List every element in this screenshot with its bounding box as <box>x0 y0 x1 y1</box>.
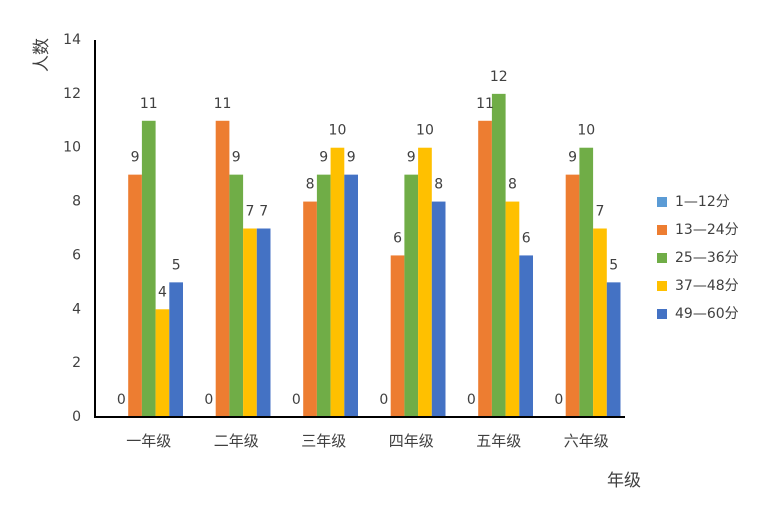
x-category-label: 二年级 <box>214 432 259 450</box>
bar-series-group <box>128 93 621 418</box>
y-axis-ticks: 0 2 4 6 8 10 12 14 <box>63 32 81 425</box>
bar <box>390 255 405 417</box>
data-label: 11 <box>140 96 158 112</box>
legend[interactable]: 1—12分 13—24分 25—36分 37—48分 49—60分 <box>657 194 739 322</box>
bar <box>215 120 230 418</box>
data-label: 8 <box>508 177 517 193</box>
bar <box>344 174 358 417</box>
legend-swatch <box>657 281 667 291</box>
data-label: 9 <box>232 150 241 166</box>
legend-label: 37—48分 <box>675 278 739 294</box>
data-label: 9 <box>568 150 577 166</box>
data-label: 0 <box>204 392 213 408</box>
data-label: 11 <box>214 96 232 112</box>
data-label: 10 <box>329 123 347 139</box>
data-label: 4 <box>158 284 167 300</box>
data-label: 11 <box>476 96 494 112</box>
legend-label: 49—60分 <box>675 306 739 322</box>
data-label: 0 <box>117 392 126 408</box>
y-tick-label: 12 <box>63 86 81 102</box>
legend-label: 13—24分 <box>675 222 739 238</box>
bar <box>478 120 492 418</box>
y-axis-title: 人数 <box>32 38 52 72</box>
bar <box>229 174 244 417</box>
bar <box>243 228 257 417</box>
bar <box>303 201 317 417</box>
x-category-label: 四年级 <box>389 432 434 450</box>
x-axis-title: 年级 <box>607 471 641 491</box>
x-category-label: 一年级 <box>126 432 171 450</box>
data-label: 0 <box>554 392 563 408</box>
data-label: 8 <box>434 177 443 193</box>
data-label: 8 <box>306 177 315 193</box>
data-label: 0 <box>467 392 476 408</box>
data-label: 6 <box>393 230 402 246</box>
data-label: 7 <box>245 204 254 220</box>
data-label: 10 <box>416 123 434 139</box>
data-label: 6 <box>522 230 531 246</box>
bar <box>256 228 271 417</box>
y-tick-label: 0 <box>72 409 81 425</box>
bar <box>141 120 156 418</box>
bar <box>431 201 446 417</box>
y-tick-label: 4 <box>72 301 81 317</box>
data-label: 5 <box>609 257 618 273</box>
data-label: 7 <box>595 204 604 220</box>
bar <box>155 309 170 417</box>
x-category-label: 六年级 <box>564 432 609 450</box>
legend-label: 25—36分 <box>675 250 739 266</box>
bar <box>606 282 621 417</box>
y-tick-label: 14 <box>63 32 81 48</box>
bar <box>519 255 533 417</box>
bar <box>505 201 520 417</box>
bar <box>330 147 345 417</box>
bar <box>418 147 432 417</box>
x-axis-categories: 一年级 二年级 三年级 四年级 五年级 六年级 <box>126 432 609 450</box>
data-label: 9 <box>319 150 328 166</box>
axes <box>94 40 625 418</box>
legend-swatch <box>657 253 667 263</box>
bar <box>404 174 419 417</box>
bar <box>128 174 142 417</box>
bar <box>316 174 331 417</box>
bar <box>491 93 506 417</box>
bar <box>579 147 594 417</box>
legend-swatch <box>657 225 667 235</box>
y-tick-label: 10 <box>63 140 81 156</box>
data-label: 9 <box>347 150 356 166</box>
data-label: 10 <box>577 123 595 139</box>
data-label: 9 <box>131 150 140 166</box>
bar <box>565 174 580 417</box>
legend-label: 1—12分 <box>675 194 730 210</box>
x-category-label: 五年级 <box>476 432 521 450</box>
bar <box>593 228 607 417</box>
data-label: 9 <box>407 150 416 166</box>
data-label: 12 <box>490 69 508 85</box>
x-category-label: 三年级 <box>301 432 346 450</box>
y-tick-label: 6 <box>72 247 81 263</box>
data-label: 7 <box>259 204 268 220</box>
y-tick-label: 8 <box>72 194 81 210</box>
legend-swatch <box>657 309 667 319</box>
bar <box>169 282 183 417</box>
data-label: 0 <box>292 392 301 408</box>
y-tick-label: 2 <box>72 355 81 371</box>
legend-swatch <box>657 197 667 207</box>
data-label: 5 <box>172 257 181 273</box>
data-label: 0 <box>379 392 388 408</box>
